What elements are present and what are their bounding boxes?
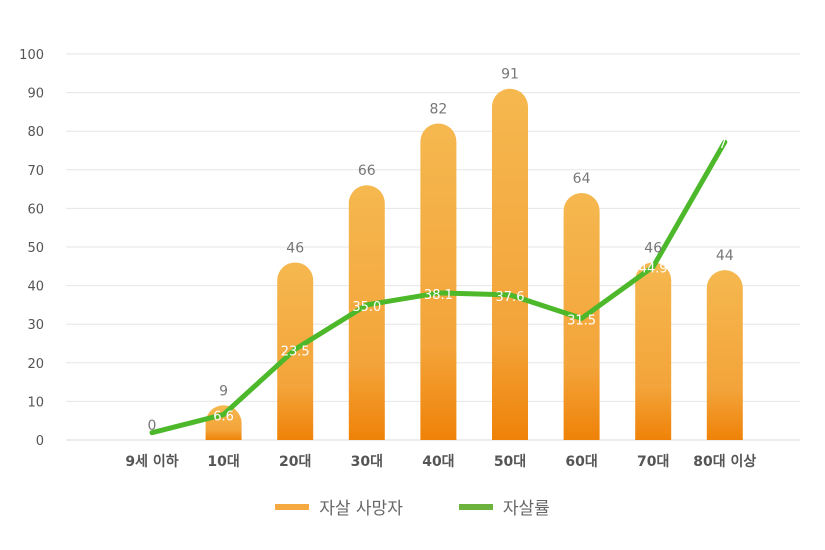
bar [205, 405, 242, 440]
rate-value-label: 31.5 [567, 313, 596, 328]
legend-swatch-bar [275, 503, 310, 510]
rate-value-label: 38.1 [424, 288, 453, 303]
y-tick-label: 100 [19, 48, 44, 63]
y-tick-label: 10 [27, 395, 44, 410]
bar-value-label: 66 [358, 163, 376, 179]
bar-value-label: 46 [644, 240, 662, 256]
y-tick-label: 30 [27, 318, 44, 333]
y-tick-label: 90 [27, 87, 44, 102]
legend-item-deaths[interactable]: 자살 사망자 [275, 494, 403, 519]
x-tick-label: 30대 [351, 454, 383, 470]
y-tick-label: 20 [27, 357, 44, 372]
y-tick-label: 80 [27, 125, 44, 140]
x-tick-label: 80대 이상 [693, 453, 756, 470]
legend-label: 자살률 [502, 499, 550, 519]
bar [635, 262, 672, 440]
bar [420, 123, 457, 441]
legend: 자살 사망자 자살률 [0, 494, 825, 519]
x-tick-label: 9세 이하 [125, 453, 178, 470]
bar-value-label: 46 [286, 240, 304, 256]
legend-label: 자살 사망자 [319, 499, 403, 519]
bar-value-label: 9 [219, 383, 228, 399]
y-tick-label: 50 [27, 241, 44, 256]
x-tick-label: 10대 [207, 454, 239, 470]
x-tick-label: 50대 [494, 454, 526, 470]
y-tick-label: 40 [27, 280, 44, 295]
legend-item-rate[interactable]: 자살률 [458, 494, 550, 519]
bar [706, 270, 743, 440]
bar-value-label: 64 [573, 171, 591, 187]
bar-value-label: 82 [429, 101, 447, 117]
x-tick-label: 60대 [565, 454, 597, 470]
bar [492, 88, 528, 441]
x-tick-label: 20대 [279, 454, 311, 470]
rate-value-label: 35.0 [352, 300, 381, 315]
x-tick-label: 70대 [637, 454, 669, 470]
rate-value-label: 6.6 [213, 410, 234, 425]
y-tick-label: 70 [27, 164, 44, 179]
bar-value-label: 44 [716, 248, 734, 264]
bar-value-label: 0 [148, 418, 157, 434]
rate-value-label: 37.6 [496, 290, 525, 305]
bar [348, 185, 385, 440]
rate-value-label: 44.9 [639, 262, 668, 277]
legend-swatch-line [458, 503, 493, 510]
x-tick-label: 40대 [422, 454, 454, 470]
bar-value-label: 91 [501, 67, 519, 83]
rate-value-label: 23.5 [281, 344, 310, 359]
rate-value-label: 77.2 [710, 137, 739, 152]
y-tick-label: 0 [36, 434, 44, 449]
y-tick-label: 60 [27, 202, 44, 217]
